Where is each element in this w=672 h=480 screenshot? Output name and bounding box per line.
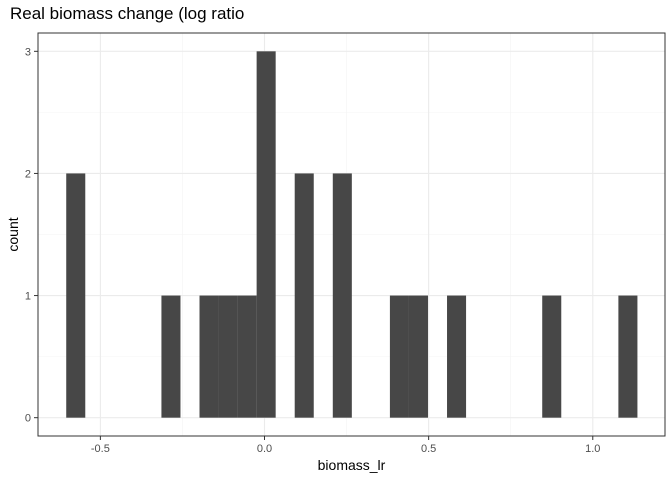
histogram-bar — [408, 295, 428, 418]
histogram-bar — [237, 295, 257, 418]
x-axis-ticks: -0.5 0.0 0.5 1.0 — [91, 436, 600, 455]
histogram-bar — [66, 173, 86, 418]
histogram-bar — [199, 295, 219, 418]
histogram-bar — [161, 295, 181, 418]
y-axis-title: count — [5, 217, 21, 251]
chart-title: Real biomass change (log ratio — [10, 4, 245, 23]
x-tick-label: 1.0 — [585, 443, 600, 455]
histogram-bar — [294, 173, 314, 418]
histogram-bar — [256, 51, 276, 418]
x-tick-label: 0.5 — [421, 443, 436, 455]
x-axis-title: biomass_lr — [318, 457, 386, 473]
y-tick-label: 2 — [25, 168, 31, 180]
histogram-bar — [332, 173, 352, 418]
histogram-bar — [218, 295, 238, 418]
y-tick-label: 1 — [25, 291, 31, 303]
y-axis-ticks: 0 1 2 3 — [25, 46, 38, 425]
histogram-bar — [389, 295, 409, 418]
y-tick-label: 0 — [25, 413, 31, 425]
histogram-bar — [447, 295, 467, 418]
x-tick-label: 0.0 — [257, 443, 272, 455]
bars-group — [66, 51, 638, 418]
histogram-bar — [542, 295, 562, 418]
histogram-bar — [618, 295, 638, 418]
y-tick-label: 3 — [25, 46, 31, 58]
panel-border — [37, 32, 666, 437]
x-tick-label: -0.5 — [91, 443, 110, 455]
